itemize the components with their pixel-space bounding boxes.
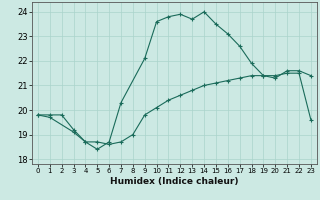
X-axis label: Humidex (Indice chaleur): Humidex (Indice chaleur) bbox=[110, 177, 239, 186]
